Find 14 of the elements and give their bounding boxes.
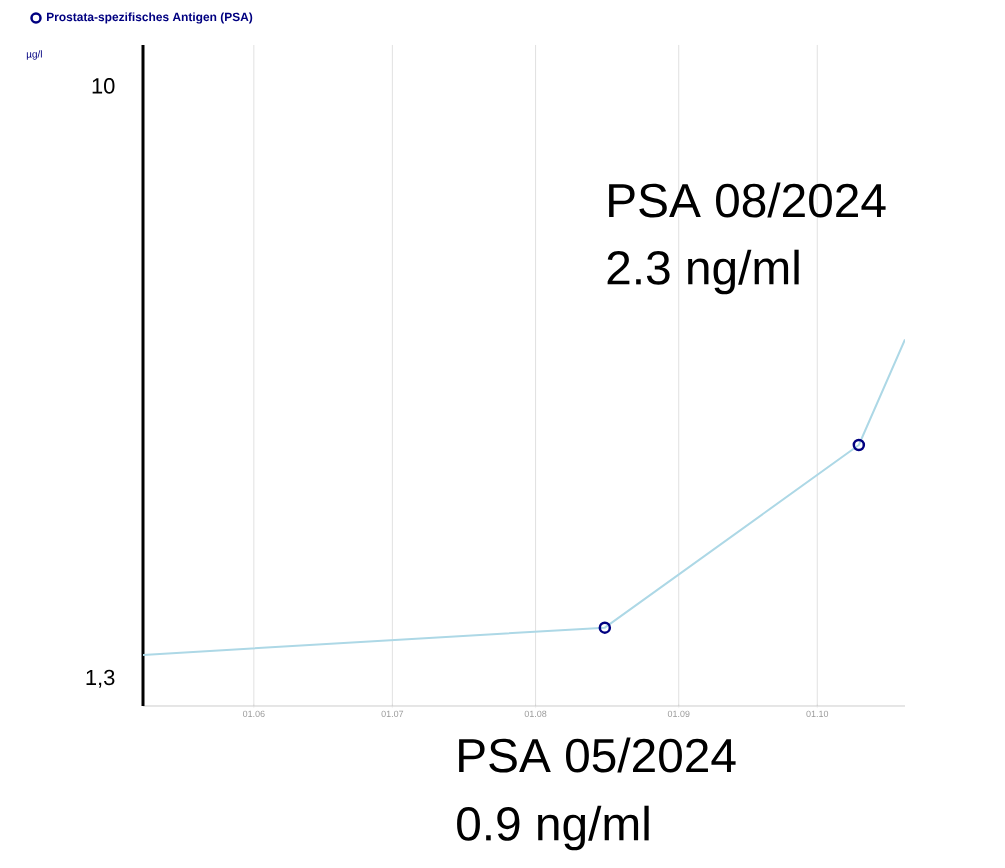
text: 0.9 ng/ml: [457, 805, 649, 851]
x-tick-label: 01.10: [806, 710, 829, 717]
y-axis-title: µg/l: [26, 50, 42, 60]
annotation: PSA 08/2024: [609, 182, 886, 218]
legend-label: Prostata-spezifisches Antigen (PSA): [47, 12, 253, 24]
y-tick-label: 10: [92, 78, 115, 94]
x-tick-label: 01.06: [242, 710, 265, 717]
y-tick-label: 1,3: [86, 669, 115, 688]
x-tick-label: 01.07: [381, 710, 404, 717]
annotation: 2.3 ng/ml: [607, 249, 799, 295]
x-tick-label: 01.08: [524, 710, 547, 717]
text: PSA 05/2024: [459, 737, 736, 773]
line-series: [143, 338, 906, 656]
x-tick-label: 01.09: [667, 710, 690, 717]
